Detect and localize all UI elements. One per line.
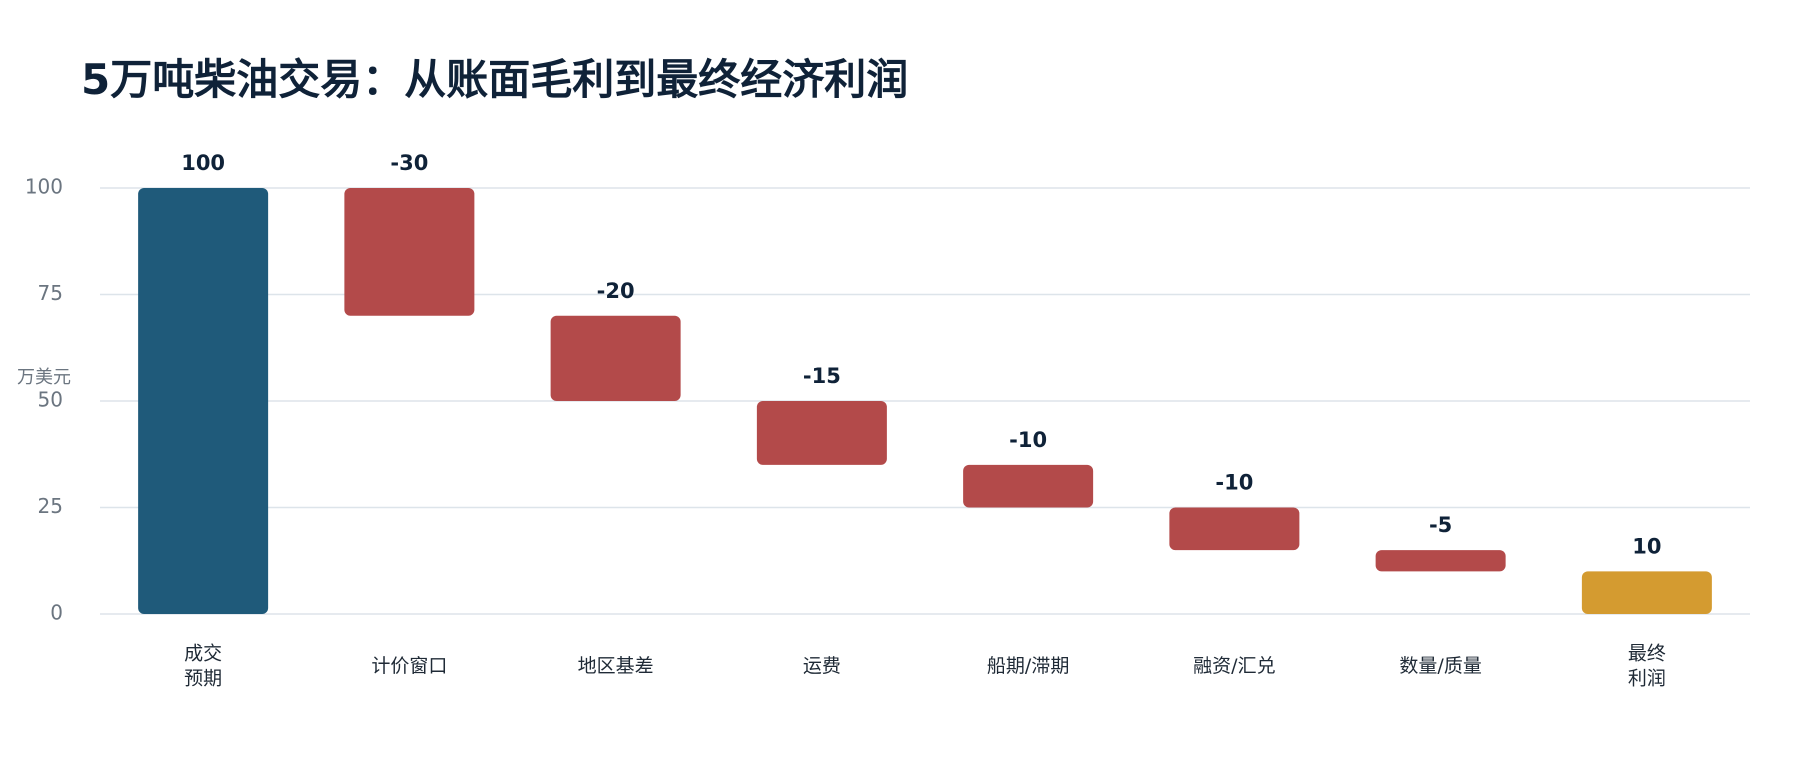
- y-tick-label: 50: [38, 388, 63, 412]
- bar: [963, 464, 1094, 508]
- bar: [550, 315, 681, 401]
- y-axis-label: 万美元: [17, 367, 71, 388]
- bar: [344, 188, 475, 316]
- x-tick-label: 数量/质量: [1399, 655, 1481, 677]
- bar: [1375, 550, 1506, 572]
- value-label: 100: [181, 151, 225, 175]
- bar: [1581, 571, 1712, 614]
- y-tick-label: 100: [25, 175, 63, 199]
- x-tick-label: 融资/汇兑: [1193, 655, 1275, 677]
- value-label: -5: [1429, 513, 1452, 537]
- y-tick-label: 0: [50, 601, 63, 625]
- value-label: -30: [390, 151, 428, 175]
- bar: [756, 401, 887, 465]
- x-tick-label: 船期/滞期: [987, 655, 1069, 677]
- value-label: -10: [1009, 428, 1047, 452]
- bar: [138, 188, 269, 614]
- value-label: 10: [1632, 534, 1661, 558]
- x-tick-label: 运费: [803, 655, 841, 677]
- x-tick-label: 地区基差: [578, 655, 654, 677]
- y-tick-label: 25: [38, 494, 63, 518]
- value-label: -15: [803, 364, 841, 388]
- value-label: -10: [1215, 471, 1253, 495]
- chart-title: 5万吨柴油交易：从账面毛利到最终经济利润: [81, 55, 908, 104]
- value-label: -20: [597, 279, 635, 303]
- y-tick-label: 75: [38, 281, 63, 305]
- x-tick-label: 成交预期: [184, 642, 222, 689]
- bar: [1169, 507, 1300, 551]
- x-tick-label: 计价窗口: [371, 655, 447, 677]
- x-tick-label: 最终利润: [1628, 642, 1666, 689]
